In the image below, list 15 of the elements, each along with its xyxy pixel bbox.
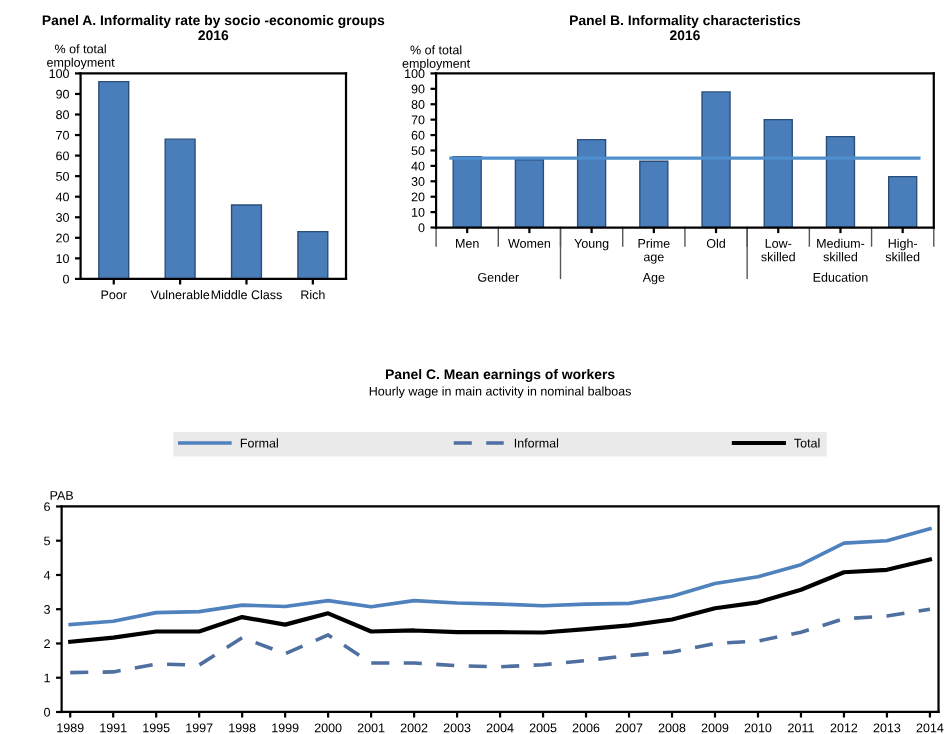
bar xyxy=(887,175,918,228)
bar xyxy=(576,138,607,228)
line-series xyxy=(68,607,932,675)
bar xyxy=(164,138,196,279)
bar xyxy=(452,155,482,228)
bar xyxy=(98,80,130,279)
bar xyxy=(763,118,793,228)
bar xyxy=(230,204,263,279)
bar xyxy=(514,159,545,228)
line-series xyxy=(68,557,933,644)
bar xyxy=(639,160,669,228)
bar xyxy=(825,135,856,228)
bar xyxy=(297,230,329,279)
line-series xyxy=(68,526,932,627)
bar xyxy=(701,91,731,228)
